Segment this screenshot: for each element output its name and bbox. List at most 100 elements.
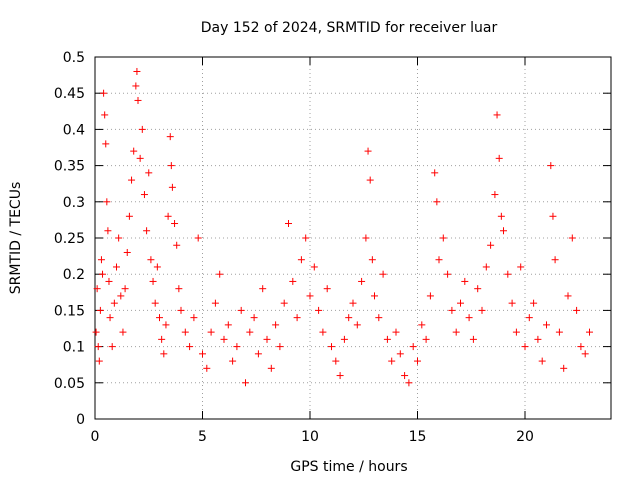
- data-point: [345, 314, 353, 322]
- data-point: [497, 212, 505, 220]
- data-point: [151, 299, 159, 307]
- data-point: [125, 212, 133, 220]
- x-tick-label: 20: [516, 429, 534, 445]
- data-point: [100, 89, 108, 97]
- data-point: [224, 321, 232, 329]
- data-point: [211, 299, 219, 307]
- data-point: [371, 292, 378, 300]
- data-point: [426, 292, 434, 300]
- data-point: [431, 169, 439, 177]
- data-point: [435, 256, 443, 264]
- data-point: [422, 335, 430, 343]
- data-point: [543, 321, 550, 329]
- data-point: [379, 270, 387, 278]
- data-point: [349, 299, 357, 307]
- data-point: [166, 133, 174, 141]
- data-point: [96, 306, 104, 314]
- data-point: [115, 234, 123, 242]
- y-tick-label: 0.05: [54, 376, 85, 392]
- data-point: [140, 191, 148, 199]
- data-point: [92, 328, 100, 336]
- data-point: [439, 234, 447, 242]
- data-point: [457, 299, 464, 307]
- data-point: [328, 343, 335, 351]
- data-point: [323, 285, 331, 293]
- data-point: [237, 306, 245, 314]
- y-tick-label: 0.1: [63, 340, 85, 356]
- data-point: [392, 328, 400, 336]
- data-points-layer: [92, 67, 593, 387]
- data-point: [491, 191, 499, 199]
- data-point: [113, 263, 120, 271]
- data-point: [160, 350, 168, 358]
- data-point: [405, 379, 413, 387]
- data-point: [297, 256, 305, 264]
- y-tick-label: 0.5: [63, 50, 85, 66]
- data-point: [121, 285, 129, 293]
- data-point: [97, 256, 105, 264]
- data-point: [375, 314, 383, 322]
- data-point: [433, 198, 441, 206]
- data-point: [95, 357, 103, 365]
- data-point: [495, 154, 503, 162]
- data-point: [465, 314, 473, 322]
- data-point: [353, 321, 361, 329]
- data-point: [216, 270, 224, 278]
- data-point: [263, 335, 271, 343]
- data-point: [136, 154, 144, 162]
- data-point: [478, 306, 486, 314]
- y-tick-label: 0.4: [63, 122, 85, 138]
- y-tick-label: 0.2: [63, 267, 85, 283]
- x-tick-label: 10: [301, 429, 319, 445]
- data-point: [156, 314, 163, 322]
- data-point: [289, 277, 297, 285]
- data-point: [452, 328, 460, 336]
- data-point: [482, 263, 490, 271]
- data-point: [508, 299, 516, 307]
- data-point: [133, 67, 141, 75]
- data-point: [414, 357, 421, 365]
- data-point: [306, 292, 314, 300]
- y-tick-label: 0.35: [54, 159, 85, 175]
- y-tick-label: 0.3: [63, 195, 85, 211]
- data-point: [190, 314, 198, 322]
- data-point: [171, 220, 179, 228]
- data-point: [162, 321, 170, 329]
- data-point: [366, 176, 374, 184]
- data-point: [168, 183, 176, 191]
- data-point: [293, 314, 301, 322]
- data-point: [401, 372, 409, 380]
- data-point: [175, 285, 183, 293]
- data-point: [147, 256, 155, 264]
- data-point: [517, 263, 525, 271]
- data-point: [525, 314, 533, 322]
- data-point: [181, 328, 189, 336]
- y-tick-label: 0: [76, 412, 85, 428]
- data-point: [530, 299, 538, 307]
- data-point: [220, 335, 228, 343]
- data-point: [564, 292, 572, 300]
- y-tick-label: 0.45: [54, 86, 85, 102]
- data-point: [504, 270, 512, 278]
- data-point: [254, 350, 262, 358]
- data-point: [272, 321, 280, 329]
- grid-layer: [95, 57, 611, 419]
- data-point: [315, 306, 323, 314]
- data-point: [173, 241, 181, 249]
- data-point: [310, 263, 318, 271]
- data-point: [276, 343, 284, 351]
- data-point: [573, 306, 581, 314]
- data-point: [93, 285, 101, 293]
- data-point: [302, 234, 310, 242]
- data-point: [101, 111, 109, 119]
- data-point: [538, 357, 546, 365]
- data-point: [461, 277, 469, 285]
- tick-layer: 0 0.05 0.1 0.15 0.2 0.25 0.3 0.35 0.4 0.45 0.5 0 5 10…: [54, 50, 611, 445]
- data-point: [153, 263, 161, 271]
- data-point: [551, 256, 559, 264]
- data-point: [512, 328, 520, 336]
- data-point: [207, 328, 215, 336]
- data-point: [242, 379, 249, 387]
